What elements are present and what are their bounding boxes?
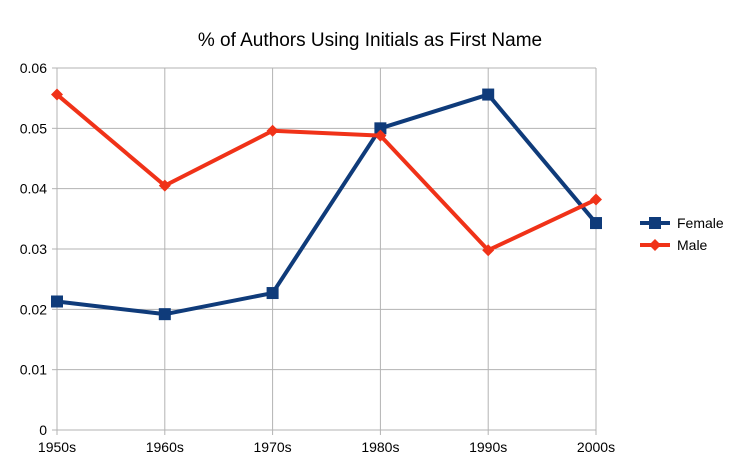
data-point-male — [266, 124, 279, 137]
y-tick-label: 0.03 — [20, 241, 47, 257]
legend-label: Male — [677, 237, 708, 253]
x-tick-label: 1970s — [254, 439, 292, 455]
data-point-female — [590, 217, 602, 230]
x-tick-label: 1990s — [469, 439, 507, 455]
y-tick-label: 0.05 — [20, 120, 47, 136]
data-point-male — [158, 179, 171, 192]
y-tick-label: 0.01 — [20, 362, 47, 378]
data-point-female — [51, 295, 63, 308]
gridlines — [56, 67, 597, 431]
axes: 0 0.01 0.02 0.03 0.04 0.05 0.06 1950s 1960s 1970s… — [20, 60, 615, 455]
data-point-male — [51, 88, 63, 101]
y-tick-label: 0.04 — [20, 181, 47, 197]
x-tick-label: 1950s — [38, 439, 76, 455]
legend-item-female: Female — [640, 215, 724, 231]
legend-marker-female — [649, 217, 661, 229]
data-point-male — [590, 193, 602, 206]
x-tick-label: 1980s — [361, 439, 399, 455]
legend-marker-male — [649, 239, 661, 251]
y-tick-label: 0.02 — [20, 301, 47, 317]
series-lines — [51, 88, 602, 321]
x-tick-label: 1960s — [146, 439, 184, 455]
y-tick-label: 0 — [39, 422, 47, 438]
series-line-female — [55, 92, 598, 317]
y-tick-label: 0.06 — [20, 60, 47, 76]
data-point-female — [266, 287, 279, 300]
series-line-male — [55, 92, 598, 253]
data-point-female — [374, 122, 387, 135]
chart-title: % of Authors Using Initials as First Nam… — [198, 30, 542, 51]
x-tick-label: 2000s — [577, 439, 615, 455]
data-point-female — [158, 308, 171, 321]
series-female — [51, 88, 602, 321]
legend-label: Female — [677, 215, 724, 231]
legend-item-male: Male — [640, 237, 708, 253]
data-point-male — [482, 244, 495, 257]
data-point-male — [374, 129, 387, 142]
series-male — [51, 88, 602, 257]
data-point-female — [482, 88, 495, 101]
legend: Female Male — [640, 215, 724, 253]
